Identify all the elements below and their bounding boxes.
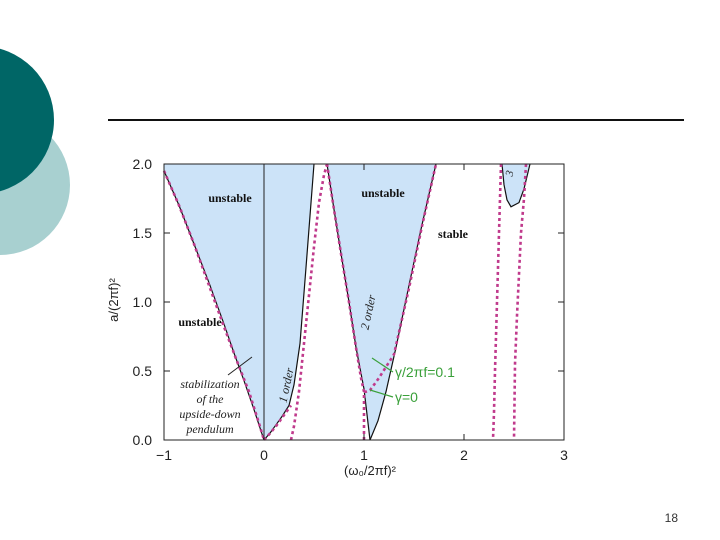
stabilization-line-2: of the [197,392,225,406]
stabilization-note: stabilization of the upside-down pendulu… [179,356,253,436]
order-label-3: 3 [503,169,516,178]
unstable-region-3 [502,164,530,207]
boundary-curve-damped-7 [512,163,528,441]
unstable-region-2 [327,164,436,440]
y-tick-label: 1.0 [133,294,153,310]
stabilization-line-1: stabilization [180,377,239,391]
stabilization-pointer [227,356,253,376]
boundary-curve-damped-3 [263,404,293,441]
x-axis-label: (ω₀/2πf)² [344,463,397,478]
x-tick-label: 0 [260,447,268,463]
title-divider [108,119,684,121]
x-tick-label: 3 [560,447,568,463]
slide-number: 18 [664,511,678,525]
region-label-unstable-3: unstable [178,315,222,329]
y-tick-label: 1.5 [133,225,153,241]
x-tick-label: 2 [460,447,468,463]
boundary-curve-damped-1 [162,170,266,441]
x-tick-label: 1 [360,447,368,463]
axis-ticks: −1 0 1 2 3 0.0 0.5 1.0 1.5 2.0 [133,156,569,463]
unstable-regions [164,164,530,440]
legend-undamped-label: γ=0 [395,389,418,405]
boundary-curve-damped-2 [289,163,329,441]
legend-pointer-damped [371,357,394,373]
legend-pointer-undamped [369,389,394,398]
unstable-region-1 [164,164,314,440]
region-label-unstable-1: unstable [208,191,252,205]
y-tick-label: 2.0 [133,156,153,172]
boundary-curve-damped-5 [364,163,438,393]
y-tick-label: 0.5 [133,363,153,379]
y-tick-label: 0.0 [133,432,153,448]
boundary-curve-damped-4 [325,163,366,440]
boundary-curve-damped-6 [491,163,503,441]
stabilization-line-4: pendulum [185,422,234,436]
region-label-unstable-2: unstable [361,186,405,200]
y-axis-label: a/(2πf)² [106,278,121,322]
region-label-stable: stable [438,227,469,241]
boundary-curves [162,163,531,441]
x-tick-label: −1 [156,447,172,463]
legend-damped-label: γ/2πf=0.1 [395,364,455,380]
decorative-circle-dark [0,48,54,192]
stabilization-line-3: upside-down [179,407,240,421]
